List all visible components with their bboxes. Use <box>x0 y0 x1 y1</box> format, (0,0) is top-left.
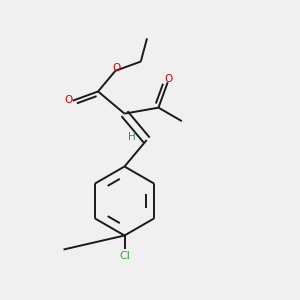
Text: O: O <box>164 74 173 84</box>
Text: H: H <box>128 132 136 142</box>
Text: O: O <box>112 63 121 74</box>
Text: Cl: Cl <box>119 251 130 261</box>
Text: O: O <box>64 95 73 105</box>
